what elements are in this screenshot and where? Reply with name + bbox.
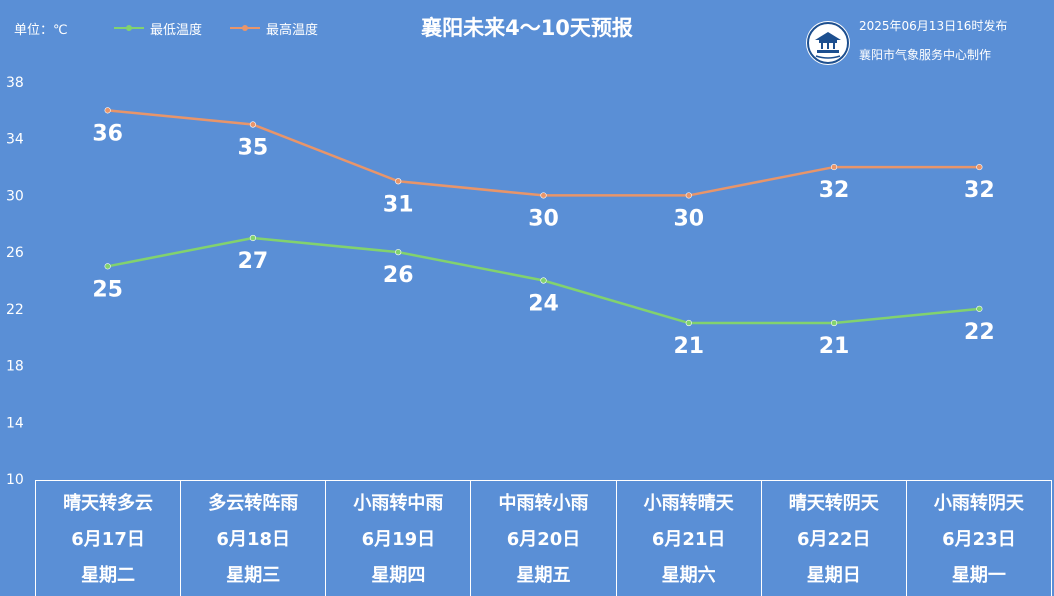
y-tick-label: 14 bbox=[6, 415, 24, 431]
y-tick-label: 18 bbox=[6, 359, 24, 375]
forecast-day-cell: 小雨转中雨 6月19日 星期四 bbox=[325, 481, 470, 596]
day-date: 6月22日 bbox=[796, 529, 871, 550]
legend-high-line-icon bbox=[230, 25, 260, 31]
day-date: 6月21日 bbox=[651, 529, 726, 550]
high-temp-data-label: 35 bbox=[238, 136, 269, 161]
low-temp-data-label: 27 bbox=[238, 249, 269, 274]
unit-label: 单位：℃ bbox=[14, 23, 68, 38]
high-temp-data-label: 30 bbox=[673, 206, 704, 231]
legend-high-label: 最高温度 bbox=[266, 22, 319, 38]
day-weekday: 星期一 bbox=[951, 565, 1006, 586]
low-temp-point bbox=[104, 263, 111, 270]
producer-credit: 襄阳市气象服务中心制作 bbox=[859, 48, 992, 62]
day-weekday: 星期六 bbox=[661, 565, 716, 586]
y-tick-label: 10 bbox=[6, 472, 24, 488]
day-weekday: 星期日 bbox=[806, 565, 861, 586]
legend-item-low[interactable]: 最低温度 bbox=[114, 19, 203, 38]
high-temp-point bbox=[395, 178, 402, 185]
legend-low-line-icon bbox=[114, 25, 144, 31]
high-temp-data-label: 32 bbox=[819, 178, 850, 203]
forecast-day-cell: 中雨转小雨 6月20日 星期五 bbox=[470, 481, 615, 596]
y-tick-label: 22 bbox=[6, 302, 24, 318]
day-date: 6月19日 bbox=[361, 529, 436, 550]
low-temp-point bbox=[395, 249, 402, 256]
day-date: 6月18日 bbox=[216, 529, 290, 550]
forecast-day-cell: 晴天转多云 6月17日 星期二 bbox=[35, 481, 180, 596]
low-temp-point bbox=[830, 319, 838, 327]
low-temp-data-label: 24 bbox=[528, 292, 559, 317]
day-weather: 中雨转小雨 bbox=[498, 493, 589, 514]
day-weekday: 星期五 bbox=[516, 565, 571, 586]
low-temp-data-label: 21 bbox=[819, 334, 850, 359]
y-tick-label: 30 bbox=[6, 188, 24, 204]
day-weather: 晴天转多云 bbox=[63, 493, 154, 514]
day-weather: 小雨转阴天 bbox=[933, 493, 1024, 514]
high-temp-data-label: 32 bbox=[964, 178, 995, 203]
y-tick-label: 34 bbox=[6, 132, 24, 148]
day-weather: 晴天转阴天 bbox=[788, 493, 879, 514]
legend-low-label: 最低温度 bbox=[150, 22, 203, 38]
forecast-day-cell: 晴天转阴天 6月22日 星期日 bbox=[760, 481, 906, 596]
high-temp-data-label: 30 bbox=[528, 206, 559, 231]
low-temp-data-label: 25 bbox=[92, 277, 123, 302]
high-temp-data-label: 36 bbox=[92, 121, 123, 146]
low-temp-point bbox=[540, 277, 547, 284]
low-temp-point bbox=[685, 319, 692, 327]
high-temp-data-label: 31 bbox=[383, 192, 414, 217]
day-weekday: 星期三 bbox=[226, 565, 281, 586]
high-temp-point bbox=[249, 121, 257, 128]
low-temp-point bbox=[976, 305, 983, 312]
publish-time: 2025年06月13日16时发布 bbox=[859, 19, 1008, 33]
high-temp-point bbox=[830, 163, 838, 171]
forecast-day-cell: 多云转阵雨 6月18日 星期三 bbox=[180, 481, 325, 596]
day-date: 6月20日 bbox=[506, 529, 581, 550]
high-temp-point bbox=[540, 192, 547, 199]
low-temp-data-label: 21 bbox=[673, 334, 704, 359]
high-temp-point bbox=[104, 107, 111, 114]
high-temp-point bbox=[976, 163, 983, 171]
low-temp-data-label: 26 bbox=[383, 263, 414, 288]
low-temp-point bbox=[249, 234, 257, 242]
day-weather: 小雨转晴天 bbox=[643, 493, 734, 514]
high-temp-point bbox=[685, 192, 692, 199]
day-date: 6月17日 bbox=[71, 529, 145, 550]
y-tick-label: 38 bbox=[6, 75, 24, 91]
forecast-day-cell: 小雨转阴天 6月23日 星期一 bbox=[905, 481, 1052, 596]
xiangyang-meteorology-logo-icon bbox=[806, 21, 850, 65]
day-weather: 多云转阵雨 bbox=[208, 493, 299, 514]
forecast-table: 晴天转多云 6月17日 星期二 多云转阵雨 6月18日 星期三 小雨转中雨 6月… bbox=[35, 480, 1052, 596]
day-weekday: 星期二 bbox=[81, 565, 136, 586]
low-temp-data-label: 22 bbox=[964, 320, 995, 345]
day-weekday: 星期四 bbox=[371, 565, 426, 586]
chart-title: 襄阳未来4～10天预报 bbox=[421, 16, 633, 40]
day-date: 6月23日 bbox=[942, 529, 1016, 550]
day-weather: 小雨转中雨 bbox=[353, 493, 444, 514]
forecast-day-cell: 小雨转晴天 6月21日 星期六 bbox=[615, 481, 761, 596]
y-tick-label: 26 bbox=[6, 245, 24, 261]
legend-item-high[interactable]: 最高温度 bbox=[230, 19, 319, 38]
